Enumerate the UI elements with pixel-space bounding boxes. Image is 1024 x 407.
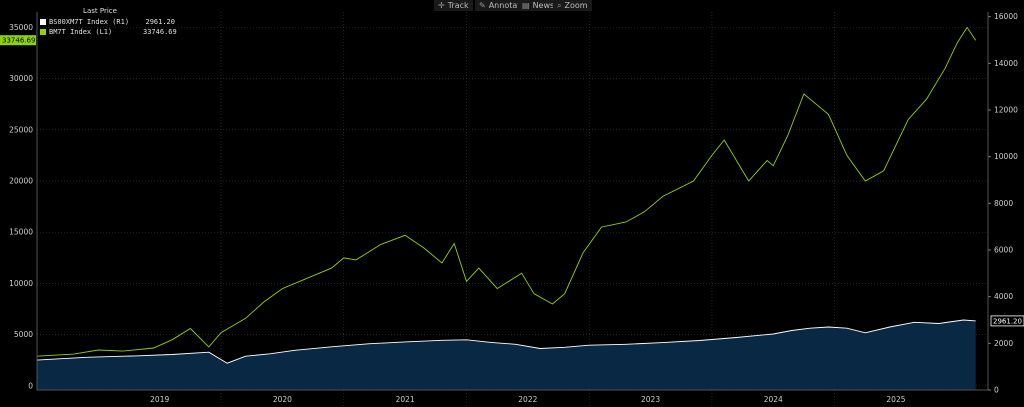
track-button[interactable]: ✛ Track [434,0,473,11]
series-line [36,319,976,364]
legend-item-value: 33746.69 [143,28,177,36]
right-tick-label: 10000 [994,152,1018,161]
x-tick-label: 2021 [396,395,415,404]
right-tick-label: 14000 [994,59,1018,68]
area-layer [37,320,976,390]
pencil-icon: ✎ [479,1,486,10]
left-tick-label: 30000 [9,74,33,83]
magnifier-icon: ⌕ [557,0,562,10]
legend-item-name: BS00XM7T Index (R1) [49,18,130,26]
x-tick-label: 2023 [641,395,660,404]
right-tick-label: 4000 [994,292,1013,301]
news-label: News [532,1,555,10]
legend-item[interactable]: BS00XM7T Index (R1) 2961.20 [40,17,175,27]
left-tick-label: 10000 [9,279,33,288]
left-tick-label: 25000 [9,125,33,134]
annotate-label: Annotate [488,1,526,10]
legend-swatch-green [40,29,46,35]
left-tick-label: 15000 [9,228,33,237]
chart-legend: Last Price BS00XM7T Index (R1) 2961.20 B… [40,7,177,37]
news-icon: ▤ [522,1,530,10]
x-tick-label: 2024 [764,395,783,404]
left-tick-label: 0 [28,381,33,390]
legend-swatch-white [40,19,46,25]
left-tick-label: 20000 [9,177,33,186]
x-tick-label: 2019 [150,395,169,404]
right-tick-label: 2000 [994,339,1013,348]
right-tick-label: 6000 [994,246,1013,255]
last-value-label-right: 2961.20 [993,317,1022,325]
left-tick-label: 35000 [9,23,33,32]
news-button[interactable]: ▤ News [518,0,559,11]
right-tick-label: 8000 [994,199,1013,208]
last-value-tag-left [0,35,36,46]
last-value-tag-right [990,315,1024,327]
series-area-fill [37,320,976,390]
crosshair-icon: ✛ [438,1,445,10]
last-value-label-left: 33746.69 [2,37,35,45]
right-tick-label: 12000 [994,106,1018,115]
right-tick-label: 16000 [994,12,1018,21]
left-tick-label: 5000 [14,330,33,339]
legend-item[interactable]: BM7T Index (L1) 33746.69 [40,27,177,37]
series-line [36,26,977,357]
x-tick-label: 2022 [518,395,537,404]
axis-layer: 0 5000 10000 15000 20000 25000 30000 35000 0 2000… [0,12,1024,404]
annotate-button[interactable]: ✎ Annotate [475,0,530,11]
legend-header: Last Price [83,7,117,15]
right-tick-label: 0 [994,386,999,395]
x-tick-label: 2025 [886,395,905,404]
track-label: Track [447,1,469,10]
line-layer [36,26,977,364]
legend-item-name: BM7T Index (L1) [49,28,113,36]
legend-item-value: 2961.20 [145,18,175,26]
zoom-button[interactable]: ⌕ Zoom [553,0,592,11]
x-tick-label: 2020 [273,395,292,404]
zoom-label: Zoom [564,1,588,10]
